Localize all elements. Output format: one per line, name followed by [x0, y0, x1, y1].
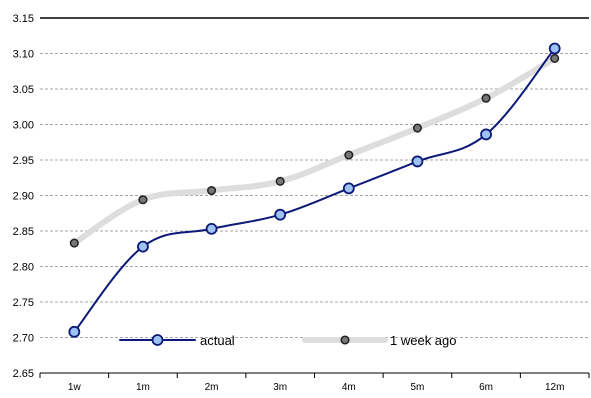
x-tick-label: 6m [479, 382, 493, 393]
data-point-1-week-ago [69, 238, 79, 248]
data-point-1-week-ago [138, 195, 148, 205]
y-tick-label: 2.65 [13, 368, 34, 380]
data-point-1-week-ago [207, 185, 217, 196]
axes [39, 17, 590, 378]
y-tick-label: 3.10 [13, 49, 34, 61]
x-tick-label: 1m [136, 382, 150, 393]
data-point-1-week-ago [344, 150, 354, 160]
legend-label-actual: actual [200, 333, 235, 348]
x-tick-label: 2m [205, 382, 219, 393]
y-tick-label: 2.80 [13, 262, 34, 274]
x-tick-labels: 1w 1m 2m 3m 4m 5m 6m 12m [68, 382, 565, 393]
data-point-actual [548, 42, 561, 55]
data-point-1-week-ago [412, 123, 422, 133]
data-point-actual [205, 222, 218, 235]
data-point-actual [68, 325, 81, 338]
legend: actual 1 week ago [119, 333, 457, 348]
data-point-actual [480, 128, 492, 141]
data-point-1-week-ago [550, 53, 560, 64]
x-tick-label: 12m [545, 382, 564, 393]
data-point-1-week-ago [481, 93, 491, 103]
series-lines [68, 42, 561, 338]
data-point-actual [137, 240, 149, 253]
y-tick-label: 2.95 [13, 155, 34, 167]
x-tick-label: 5m [410, 382, 424, 393]
legend-marker-1-week-ago [340, 335, 350, 345]
y-tick-label: 3.00 [13, 120, 34, 132]
y-tick-label: 2.90 [13, 191, 34, 203]
legend-marker-actual [151, 334, 164, 346]
x-tick-label: 3m [273, 382, 287, 393]
data-point-1-week-ago [275, 176, 285, 186]
x-tick-label: 4m [342, 382, 356, 393]
y-tick-label: 3.05 [13, 84, 34, 96]
legend-label-1-week-ago: 1 week ago [390, 333, 457, 348]
y-tick-label: 3.15 [13, 13, 34, 25]
data-point-actual [274, 208, 287, 221]
data-point-actual [411, 155, 424, 168]
y-tick-labels: 2.65 2.70 2.75 2.80 2.85 2.90 2.95 3.00 3.05 3.10… [13, 13, 34, 380]
data-point-actual [342, 182, 355, 195]
y-tick-label: 2.75 [13, 297, 34, 309]
y-tick-label: 2.70 [13, 333, 34, 345]
y-tick-label: 2.85 [13, 226, 34, 238]
x-tick-label: 1w [68, 382, 82, 393]
